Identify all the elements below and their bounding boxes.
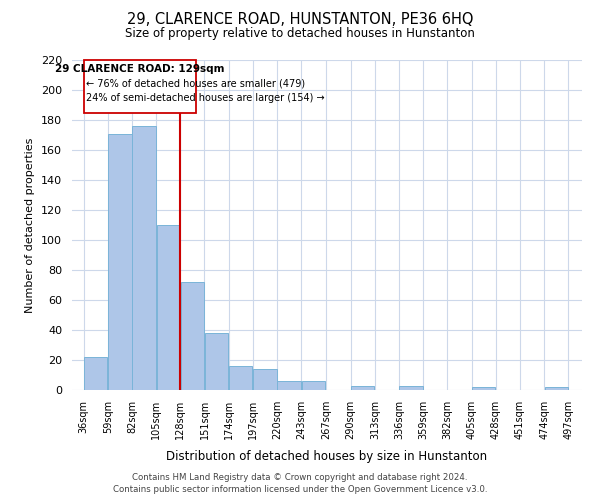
Bar — [400, 386, 423, 390]
Bar — [181, 282, 204, 390]
Bar — [84, 357, 107, 390]
Bar — [229, 366, 253, 390]
Bar — [253, 369, 277, 390]
Text: 29, CLARENCE ROAD, HUNSTANTON, PE36 6HQ: 29, CLARENCE ROAD, HUNSTANTON, PE36 6HQ — [127, 12, 473, 28]
Bar — [205, 333, 228, 390]
Bar — [277, 381, 301, 390]
Text: 24% of semi-detached houses are larger (154) →: 24% of semi-detached houses are larger (… — [86, 93, 324, 103]
X-axis label: Distribution of detached houses by size in Hunstanton: Distribution of detached houses by size … — [166, 450, 488, 463]
Bar — [545, 387, 568, 390]
Bar — [108, 134, 131, 390]
Bar — [351, 386, 374, 390]
Text: Contains public sector information licensed under the Open Government Licence v3: Contains public sector information licen… — [113, 485, 487, 494]
Bar — [157, 225, 180, 390]
Bar — [302, 381, 325, 390]
Bar — [133, 126, 156, 390]
Text: ← 76% of detached houses are smaller (479): ← 76% of detached houses are smaller (47… — [86, 78, 305, 88]
Text: 29 CLARENCE ROAD: 129sqm: 29 CLARENCE ROAD: 129sqm — [55, 64, 224, 74]
Bar — [472, 387, 496, 390]
Text: Size of property relative to detached houses in Hunstanton: Size of property relative to detached ho… — [125, 28, 475, 40]
Y-axis label: Number of detached properties: Number of detached properties — [25, 138, 35, 312]
Bar — [83, 60, 196, 112]
Text: Contains HM Land Registry data © Crown copyright and database right 2024.: Contains HM Land Registry data © Crown c… — [132, 474, 468, 482]
